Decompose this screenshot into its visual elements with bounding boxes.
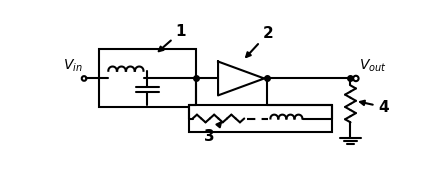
Bar <box>99 49 197 107</box>
Text: 2: 2 <box>246 26 274 57</box>
Text: 3: 3 <box>204 122 221 144</box>
Text: 1: 1 <box>159 24 186 51</box>
Text: $\mathit{V}_{out}$: $\mathit{V}_{out}$ <box>359 57 387 74</box>
Polygon shape <box>218 62 264 95</box>
Text: 4: 4 <box>360 100 389 115</box>
Bar <box>189 105 332 132</box>
Text: $\mathit{V}_{in}$: $\mathit{V}_{in}$ <box>62 57 82 74</box>
